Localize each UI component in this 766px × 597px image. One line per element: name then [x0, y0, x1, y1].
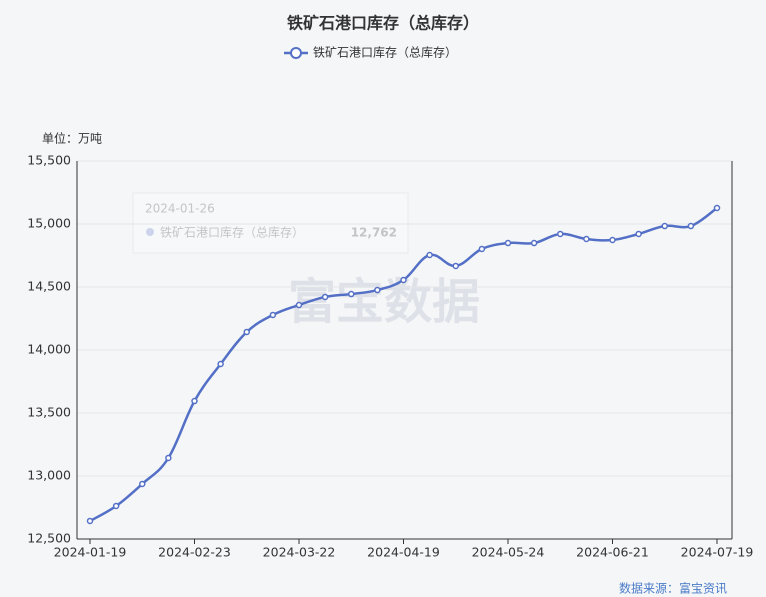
tooltip-date: 2024-01-26	[145, 202, 215, 216]
x-tick-label: 2024-06-21	[576, 545, 649, 560]
point	[112, 502, 120, 510]
point	[478, 245, 486, 253]
tooltip-series: 铁矿石港口库存（总库存）	[160, 225, 304, 240]
point	[295, 301, 303, 309]
tooltip-dot	[146, 228, 154, 236]
point	[452, 262, 459, 270]
line	[89, 206, 718, 523]
point	[139, 480, 146, 488]
tooltip-value: 12,762	[351, 226, 397, 240]
point	[713, 204, 721, 212]
point	[687, 222, 695, 230]
point	[86, 517, 94, 525]
point	[635, 230, 642, 238]
y-tick-label: 14,000	[27, 342, 71, 357]
point	[530, 239, 538, 247]
x-tick-label: 2024-02-23	[158, 545, 231, 560]
x-tick-label: 2024-04-19	[367, 545, 440, 560]
point	[426, 251, 433, 259]
point	[661, 222, 668, 230]
point	[191, 397, 198, 405]
x-tick-label: 2024-07-19	[681, 545, 754, 560]
source: 数据来源：富宝资讯	[619, 581, 727, 596]
legend-label: 铁矿石港口库存（总库存）	[313, 45, 457, 60]
point	[348, 290, 355, 298]
point	[243, 328, 250, 336]
x-tick-label: 2024-05-24	[472, 545, 545, 560]
point	[374, 286, 381, 294]
point	[557, 230, 564, 238]
x-tick-label: 2024-01-19	[54, 545, 127, 560]
point	[269, 311, 277, 319]
point	[609, 236, 616, 244]
y-tick-label: 12,500	[27, 531, 71, 546]
y-tick-label: 15,000	[27, 216, 71, 231]
y-tick-label: 13,500	[27, 405, 71, 420]
point	[583, 235, 590, 243]
y-tick-label: 13,000	[27, 468, 71, 483]
point	[165, 454, 172, 462]
tooltip-box	[132, 192, 409, 254]
y-tick-label: 14,500	[27, 279, 71, 294]
point	[504, 239, 512, 247]
x-tick-label: 2024-03-22	[263, 545, 336, 560]
chart-title: 铁矿石港口库存（总库存）	[287, 14, 479, 33]
watermark: 富宝数据	[288, 274, 480, 330]
unit-label: 单位：万吨	[42, 131, 102, 146]
tooltip: 2024-01-26 铁矿石港口库存（总库存） 12,762	[132, 192, 409, 254]
point	[321, 293, 329, 301]
y-tick-label: 15,500	[27, 153, 71, 168]
point	[217, 360, 224, 368]
point	[400, 276, 407, 284]
legend-marker	[290, 47, 302, 59]
